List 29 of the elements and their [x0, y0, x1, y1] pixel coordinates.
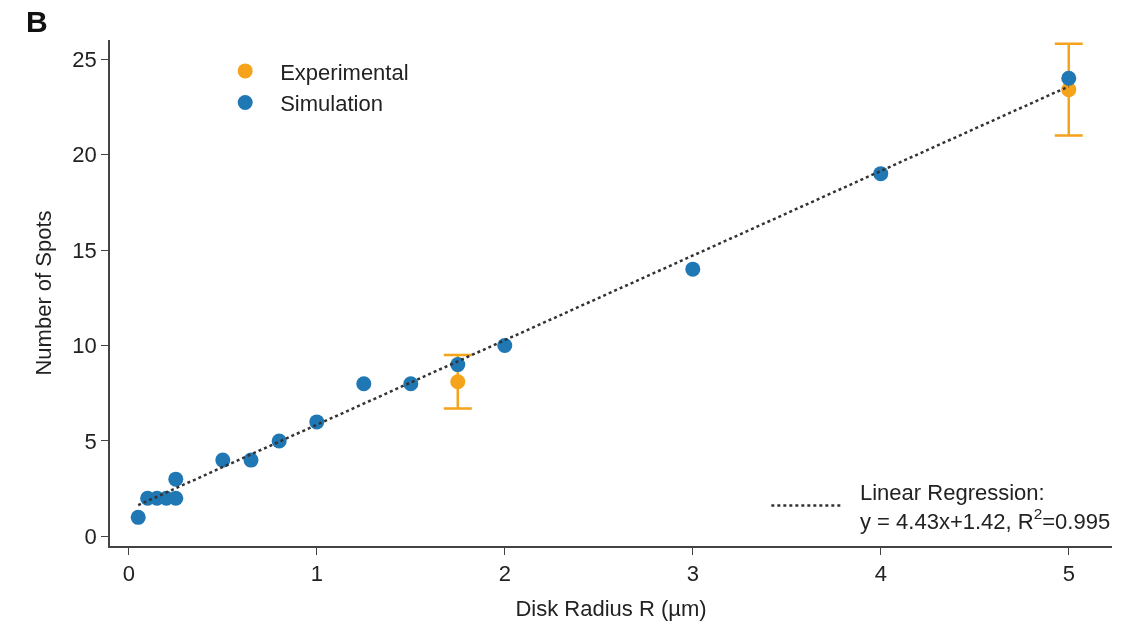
y-tick-label: 20 [72, 142, 97, 168]
point [168, 471, 184, 487]
annotation: Linear Regression: y = 4.43x+1.42, R$^{2}$=0.995 [860, 480, 1111, 534]
point [309, 414, 325, 430]
y-tick-label: 15 [72, 237, 97, 263]
x-tick-label: 2 [498, 561, 511, 587]
point [243, 452, 259, 468]
y-axis-title: Number of Spots [30, 210, 56, 376]
x-tick-label: 5 [1062, 561, 1075, 587]
point [497, 338, 513, 353]
y-tick-label: 0 [84, 524, 97, 550]
point [356, 376, 372, 392]
x-axis-title: Disk Radius R (µm) [515, 595, 707, 621]
x-tick-label: 3 [686, 561, 699, 587]
legend-label: Experimental [280, 59, 409, 85]
chart-title: B [26, 5, 48, 38]
point [450, 374, 466, 390]
x-tick-label: 4 [874, 561, 887, 587]
y-tick-label: 10 [72, 333, 97, 359]
point [1061, 70, 1077, 86]
y-tick-label: 5 [84, 428, 97, 454]
y-tick-label: 25 [72, 46, 97, 72]
point [685, 261, 701, 277]
point [130, 509, 146, 525]
point [215, 452, 231, 468]
legend-label: Simulation [280, 91, 383, 117]
x-tick-label: 0 [122, 561, 135, 587]
x-tick-label: 1 [310, 561, 323, 587]
point [403, 376, 419, 392]
